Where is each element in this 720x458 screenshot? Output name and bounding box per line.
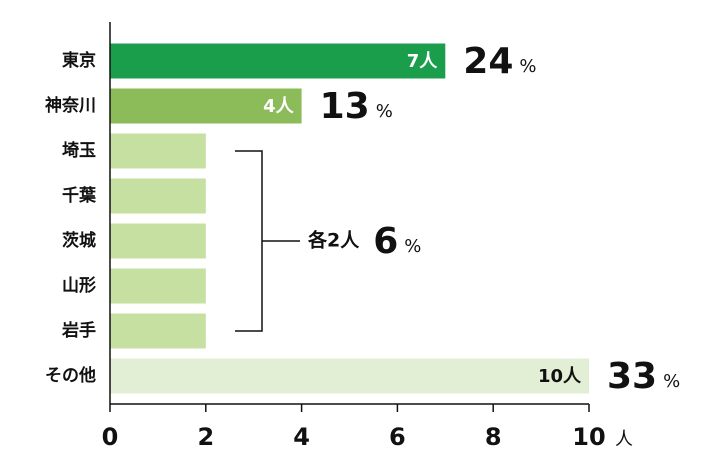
x-axis-unit: 人 [615, 429, 633, 450]
x-tick-label: 8 [485, 423, 502, 451]
category-label: 埼玉 [62, 140, 96, 161]
category-label: 山形 [62, 275, 96, 296]
category-label: その他 [45, 365, 96, 386]
group-share-unit: % [404, 236, 421, 257]
group-label: 各2人 [307, 229, 360, 252]
share-value: 13 [320, 86, 370, 127]
category-label: 茨城 [62, 230, 96, 251]
category-label: 神奈川 [45, 95, 96, 116]
category-label: 岩手 [61, 320, 96, 341]
x-tick-label: 0 [102, 423, 119, 451]
bar [110, 313, 206, 349]
bar [110, 88, 302, 124]
bar [110, 133, 206, 169]
share-unit: % [376, 101, 393, 122]
value-label: 10人 [538, 366, 582, 387]
share-value: 24 [463, 41, 513, 82]
share-unit: % [663, 371, 680, 392]
x-tick-label: 10 [572, 423, 605, 451]
value-label: 7人 [407, 51, 439, 72]
bar [110, 178, 206, 214]
x-tick-label: 4 [293, 423, 310, 451]
group-bracket [235, 150, 300, 332]
share-unit: % [519, 56, 536, 77]
bar [110, 223, 206, 259]
group-share: 6 [373, 221, 398, 262]
category-label: 東京 [62, 50, 96, 71]
share-value: 33 [607, 356, 657, 397]
x-tick-label: 6 [389, 423, 406, 451]
category-label: 千葉 [62, 185, 97, 206]
value-label: 4人 [263, 96, 295, 117]
bar [110, 43, 446, 79]
bar [110, 358, 589, 394]
x-tick-label: 2 [197, 423, 214, 451]
bar [110, 268, 206, 304]
